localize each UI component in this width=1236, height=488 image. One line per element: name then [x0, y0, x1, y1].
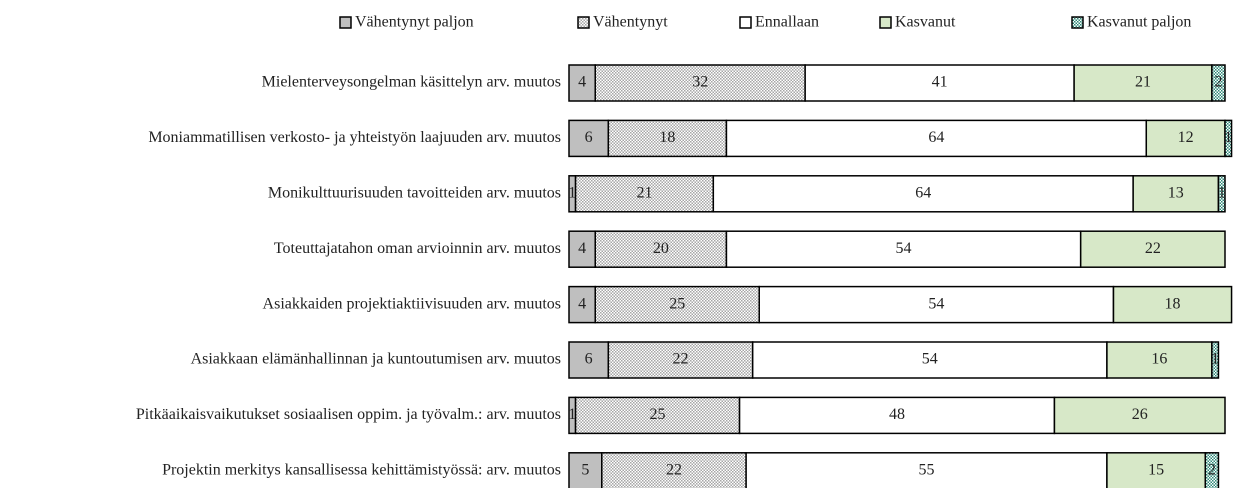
value-label: 22	[673, 351, 689, 368]
category-label: Projektin merkitys kansallisessa kehittä…	[162, 461, 561, 478]
legend-swatch	[739, 16, 752, 29]
value-label: 2	[1214, 74, 1222, 91]
value-label: 21	[1135, 74, 1151, 91]
bar-segment	[1217, 175, 1226, 213]
value-label: 4	[578, 295, 586, 312]
value-label: 18	[1165, 295, 1181, 312]
value-label: 6	[585, 129, 593, 146]
value-label: 18	[659, 129, 675, 146]
bar-segment	[568, 341, 610, 379]
bar-segment	[568, 230, 596, 268]
legend-label: Vähentynyt	[593, 14, 668, 31]
value-label: 64	[915, 184, 931, 201]
bar-segment	[1079, 230, 1226, 268]
bar-segment	[745, 452, 1108, 488]
bar-segment	[758, 285, 1115, 324]
value-label: 1	[568, 406, 576, 423]
value-label: 54	[928, 295, 944, 312]
bar-segment	[568, 119, 610, 158]
value-label: 4	[578, 240, 586, 257]
bar-segment	[1106, 341, 1213, 379]
category-label: Pitkäaikaisvaikutukset sosiaalisen oppim…	[136, 406, 561, 423]
value-label: 16	[1151, 351, 1167, 368]
legend-label: Kasvanut paljon	[1087, 14, 1191, 31]
bar-segment	[1211, 341, 1220, 379]
bar-segment	[1204, 452, 1220, 488]
value-label: 4	[578, 74, 586, 91]
legend-swatch	[339, 16, 352, 29]
value-label: 12	[1178, 129, 1194, 146]
value-label: 21	[636, 184, 652, 201]
bar-segment	[607, 341, 754, 379]
bar-segment	[804, 64, 1075, 102]
value-label: 32	[692, 74, 708, 91]
legend-label: Ennallaan	[755, 14, 819, 31]
bar-segment	[1145, 119, 1226, 158]
bar-segment	[574, 396, 741, 435]
legend-swatch	[577, 16, 590, 29]
bar-segment	[712, 175, 1134, 213]
category-label: Monikulttuurisuuden tavoitteiden arv. mu…	[268, 184, 561, 201]
value-label: 20	[653, 240, 669, 257]
value-label: 54	[922, 351, 938, 368]
bar-segment	[1106, 452, 1207, 488]
bar-segment	[1053, 396, 1226, 435]
legend-swatch	[879, 16, 892, 29]
category-label: Toteuttajatahon oman arvioinnin arv. muu…	[274, 240, 561, 257]
value-label: 13	[1168, 184, 1184, 201]
bar-segment	[607, 119, 728, 158]
bar-segment	[1224, 119, 1233, 158]
bar-segment	[594, 64, 806, 102]
category-label: Moniammatillisen verkosto- ja yhteistyön…	[148, 129, 561, 146]
value-label: 15	[1148, 461, 1164, 478]
value-label: 1	[1211, 351, 1219, 368]
value-label: 26	[1132, 406, 1148, 423]
category-label: Asiakkaiden projektiaktiivisuuden arv. m…	[263, 295, 561, 312]
bar-segment	[601, 452, 747, 488]
value-label: 55	[919, 461, 935, 478]
value-label: 2	[1208, 461, 1216, 478]
bar-segment	[1112, 285, 1233, 324]
value-label: 1	[568, 184, 576, 201]
value-label: 5	[581, 461, 589, 478]
bar-segment	[568, 64, 596, 102]
legend-swatch	[1071, 16, 1084, 29]
bar-segment	[594, 285, 760, 324]
value-label: 22	[1145, 240, 1161, 257]
bar-segment	[594, 230, 728, 268]
value-label: 41	[932, 74, 948, 91]
legend-label: Vähentynyt paljon	[355, 14, 474, 31]
value-label: 6	[585, 351, 593, 368]
category-label: Mielenterveysongelman käsittelyn arv. mu…	[262, 74, 561, 91]
value-label: 22	[666, 461, 682, 478]
value-label: 64	[928, 129, 944, 146]
value-label: 54	[896, 240, 912, 257]
legend-label: Kasvanut	[895, 14, 956, 31]
category-label: Asiakkaan elämänhallinnan ja kuntoutumis…	[191, 351, 561, 368]
value-label: 25	[669, 295, 685, 312]
bar-segment	[1211, 64, 1226, 102]
value-label: 48	[889, 406, 905, 423]
value-label: 1	[1218, 184, 1226, 201]
value-label: 1	[1224, 129, 1232, 146]
value-label: 25	[650, 406, 666, 423]
